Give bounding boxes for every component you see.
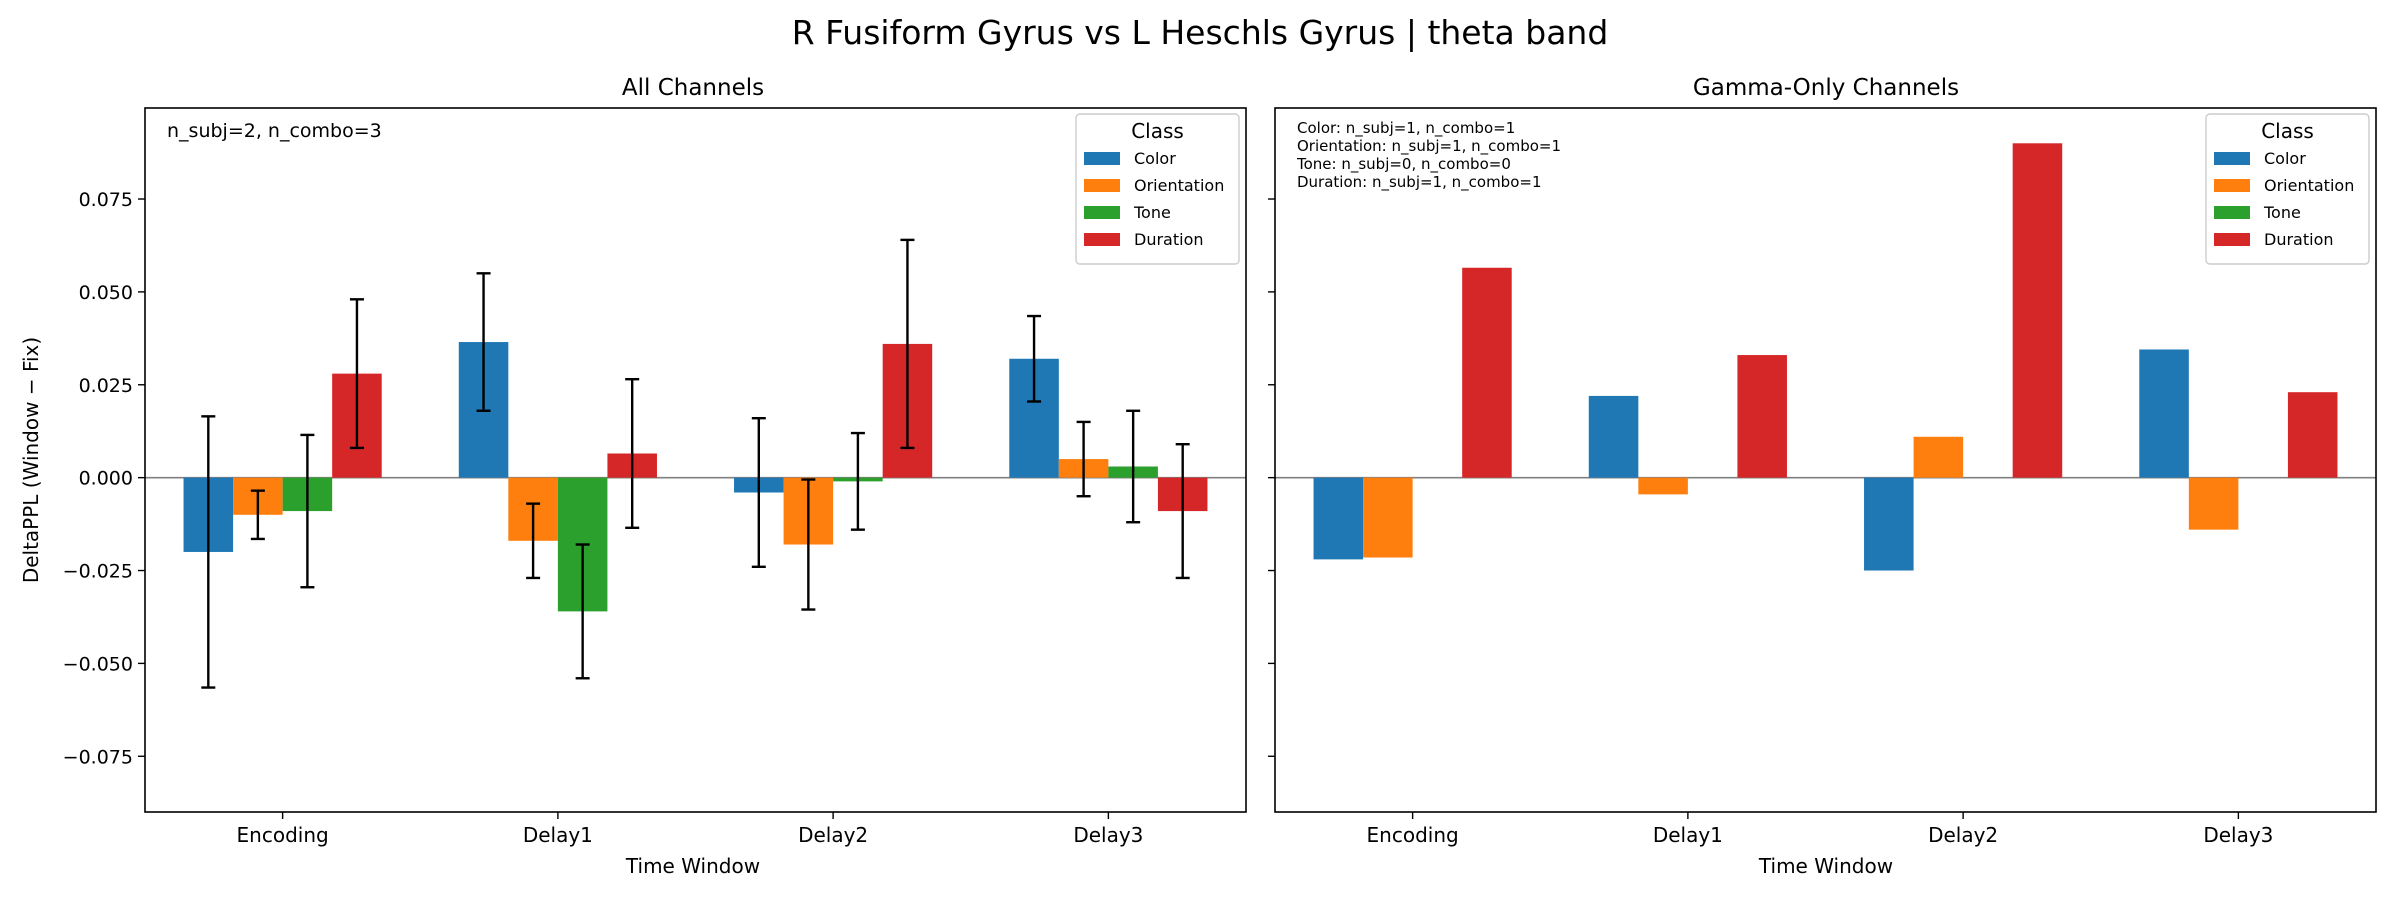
x-tick-label: Delay2 — [1928, 823, 1998, 847]
figure-title: R Fusiform Gyrus vs L Heschls Gyrus | th… — [792, 13, 1609, 52]
x-tick-label: Delay3 — [2203, 823, 2273, 847]
error-bar — [900, 238, 915, 450]
x-tick-label: Delay1 — [523, 823, 593, 847]
error-bar — [1175, 443, 1190, 580]
annotation-line: Color: n_subj=1, n_combo=1 — [1297, 119, 1515, 138]
plot-frame — [144, 107, 1247, 813]
bar-duration — [1737, 355, 1787, 478]
y-tick-label: −0.075 — [63, 746, 133, 768]
x-axis-label: Time Window — [625, 854, 760, 878]
legend-swatch — [1084, 179, 1120, 192]
legend-item-orientation: Orientation — [2214, 176, 2354, 195]
legend-box — [2205, 113, 2370, 265]
y-tick-label: 0.025 — [79, 375, 133, 397]
legend-swatch — [1084, 233, 1120, 246]
legend-swatch — [2214, 206, 2250, 219]
legend-label: Duration — [2264, 230, 2334, 249]
bar-orientation — [1913, 436, 1964, 478]
legend-label: Duration — [1134, 230, 1204, 249]
legend-box — [1075, 113, 1240, 265]
legend-item-color: Color — [1084, 149, 1176, 168]
error-bar — [751, 417, 766, 569]
legend-swatch — [1084, 206, 1120, 219]
y-tick-label: −0.050 — [63, 653, 133, 675]
bar-color — [1588, 395, 1639, 478]
bar-orientation — [1363, 477, 1413, 558]
annotation-line: Duration: n_subj=1, n_combo=1 — [1297, 173, 1542, 192]
legend: Class Color Orientation Tone Duration — [2205, 113, 2370, 265]
legend-item-tone: Tone — [2214, 203, 2301, 222]
error-bar — [476, 272, 491, 412]
error-bar — [1027, 314, 1042, 403]
y-tick-label: 0.075 — [79, 189, 133, 211]
bar-color — [1313, 477, 1364, 560]
legend-item-duration: Duration — [1084, 230, 1204, 249]
error-bar — [850, 431, 865, 531]
error-bar — [201, 415, 216, 689]
bar-orientation — [1638, 477, 1688, 495]
x-tick-label: Delay2 — [798, 823, 868, 847]
panel-title: All Channels — [622, 75, 764, 101]
plot-area: −0.075 −0.050 −0.025 0.000 0.025 0.050 0.075 En… — [63, 107, 1247, 847]
x-tick-label: Encoding — [1367, 823, 1459, 847]
y-tick-label: −0.025 — [63, 561, 133, 583]
error-bar — [526, 502, 541, 580]
bar-duration — [1462, 267, 1512, 478]
panel-gamma-only-channels: Gamma-Only Channels Time Window Encoding… — [1268, 75, 2377, 878]
error-bar — [625, 377, 640, 529]
plot-area: Encoding Delay1 Delay2 Delay3 Color: n_subj=… — [1268, 107, 2377, 847]
legend-title: Class — [2261, 119, 2314, 143]
legend-swatch — [2214, 233, 2250, 246]
x-axis-label: Time Window — [1758, 854, 1893, 878]
x-tick-label: Encoding — [237, 823, 329, 847]
annotation: n_subj=2, n_combo=3 — [167, 120, 382, 142]
legend-item-orientation: Orientation — [1084, 176, 1224, 195]
legend-item-tone: Tone — [1084, 203, 1171, 222]
legend-item-color: Color — [2214, 149, 2306, 168]
panel-title: Gamma-Only Channels — [1693, 75, 1959, 101]
y-axis-label: DeltaPPL (Window − Fix) — [19, 337, 43, 583]
x-tick-label: Delay3 — [1073, 823, 1143, 847]
legend-label: Orientation — [2264, 176, 2354, 195]
error-bar — [250, 489, 265, 541]
error-bar — [801, 478, 816, 611]
error-bar — [300, 433, 315, 589]
bar-orientation — [2188, 477, 2239, 530]
legend: Class Color Orientation Tone Duration — [1075, 113, 1240, 265]
annotation-line: Orientation: n_subj=1, n_combo=1 — [1297, 137, 1561, 156]
legend-label: Orientation — [1134, 176, 1224, 195]
legend-swatch — [1084, 152, 1120, 165]
panel-all-channels: All Channels Time Window DeltaPPL (Windo… — [19, 75, 1247, 878]
legend-label: Tone — [2263, 203, 2301, 222]
bar-duration — [2287, 392, 2338, 478]
legend-label: Color — [2264, 149, 2306, 168]
y-tick-label: 0.050 — [79, 282, 133, 304]
legend-item-duration: Duration — [2214, 230, 2334, 249]
annotation-line: Tone: n_subj=0, n_combo=0 — [1296, 155, 1511, 174]
legend-label: Tone — [1133, 203, 1171, 222]
error-bar — [349, 298, 364, 450]
error-bar — [575, 543, 590, 680]
plot-frame — [1274, 107, 2377, 813]
legend-label: Color — [1134, 149, 1176, 168]
legend-title: Class — [1131, 119, 1184, 143]
legend-swatch — [2214, 152, 2250, 165]
legend-swatch — [2214, 179, 2250, 192]
x-tick-label: Delay1 — [1653, 823, 1723, 847]
y-tick-label: 0.000 — [79, 468, 133, 490]
bar-color — [2139, 349, 2189, 478]
bar-color — [1864, 477, 1914, 571]
error-bar — [1126, 409, 1141, 524]
error-bar — [1076, 420, 1091, 498]
bar-duration — [2012, 143, 2063, 478]
